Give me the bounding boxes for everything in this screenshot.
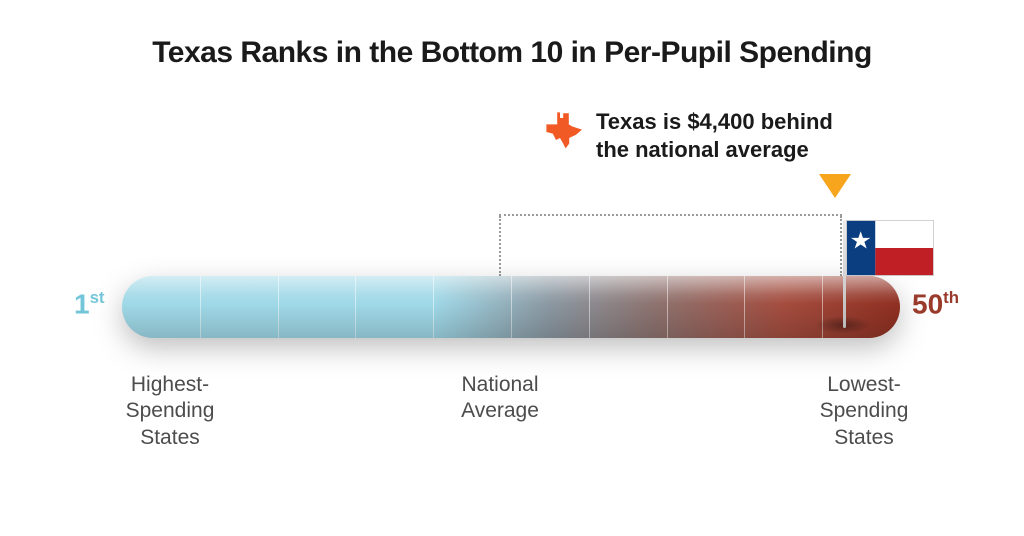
axis-label-mid: National Average	[420, 372, 580, 425]
axis-mid-l2: Average	[420, 398, 580, 424]
ranking-bar-gloss	[122, 276, 900, 338]
axis-mid-l1: National	[420, 372, 580, 398]
axis-right-l1: Lowest-	[784, 372, 944, 398]
callout-line2: the national average	[596, 136, 833, 164]
rank-last-suffix: th	[943, 288, 959, 307]
rank-first-suffix: st	[90, 288, 105, 307]
axis-left-l2: Spending	[90, 398, 250, 424]
rank-first-label: 1st	[74, 288, 105, 320]
axis-right-l2: Spending	[784, 398, 944, 424]
rank-last-num: 50	[912, 288, 943, 319]
flag-red	[875, 248, 934, 276]
rank-last-label: 50th	[912, 288, 959, 320]
axis-left-l1: Highest-	[90, 372, 250, 398]
infographic-title: Texas Ranks in the Bottom 10 in Per-Pupi…	[0, 36, 1024, 70]
marker-arrow-icon	[819, 174, 851, 198]
flag-white	[875, 220, 934, 248]
gap-bracket	[499, 214, 842, 216]
axis-label-right: Lowest- Spending States	[784, 372, 944, 451]
callout-line1: Texas is $4,400 behind	[596, 108, 833, 136]
ranking-bar-wrap	[122, 276, 900, 338]
axis-left-l3: States	[90, 425, 250, 451]
flag-blue	[846, 220, 875, 276]
callout: Texas is $4,400 behind the national aver…	[544, 108, 833, 163]
callout-text: Texas is $4,400 behind the national aver…	[596, 108, 833, 163]
texas-icon	[544, 110, 584, 150]
rank-first-num: 1	[74, 288, 90, 319]
axis-label-left: Highest- Spending States	[90, 372, 250, 451]
axis-right-l3: States	[784, 425, 944, 451]
ranking-bar	[122, 276, 900, 338]
texas-flag-icon	[846, 220, 934, 276]
